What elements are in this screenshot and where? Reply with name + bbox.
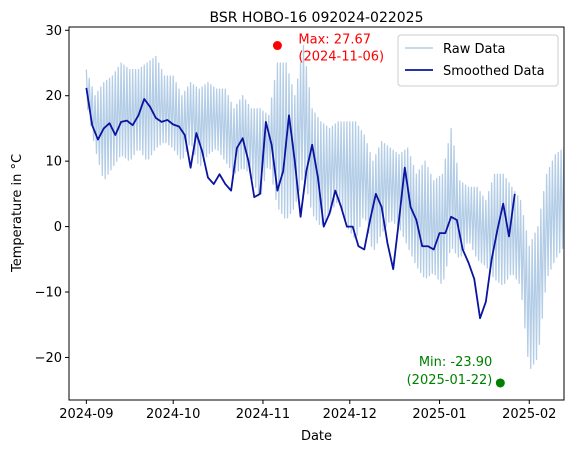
smoothed-data-line: [85, 87, 516, 320]
legend-label-smoothed: Smoothed Data: [443, 64, 545, 79]
plot-frame: [68, 26, 565, 401]
x-tick-label: 2024-09: [59, 407, 113, 422]
x-tick-label: 2025-02: [502, 407, 556, 422]
legend-box: [397, 34, 559, 87]
plot-layer: [85, 44, 564, 370]
chart-title: BSR HOBO-16 092024-022025: [210, 10, 424, 26]
y-tick-label: 30: [45, 24, 62, 39]
x-tick-label: 2024-12: [323, 407, 377, 422]
max-annotation-value: Max: 27.67: [298, 33, 371, 48]
y-tick-label: 10: [45, 155, 62, 170]
min-annotation-date: (2025-01-22): [407, 373, 493, 388]
y-tick-label: −10: [35, 286, 62, 301]
legend: Raw Data Smoothed Data: [397, 34, 559, 87]
raw-data-line: [85, 44, 564, 370]
max-point-marker: [272, 41, 282, 51]
y-tick-label: 20: [45, 89, 62, 104]
y-axis-label: Temperature in °C: [10, 154, 25, 273]
axis-layer: −20 −10 0 10 20 30 2024-09 2024-10 2024-11 2024-1…: [35, 24, 557, 422]
x-tick-label: 2025-01: [412, 407, 466, 422]
min-point-marker: [495, 378, 505, 388]
x-tick-label: 2024-10: [146, 407, 200, 422]
max-annotation-date: (2024-11-06): [298, 50, 384, 65]
x-tick-label: 2024-11: [236, 407, 290, 422]
max-annotation: Max: 27.67 (2024-11-06): [272, 33, 384, 65]
legend-label-raw: Raw Data: [443, 42, 506, 57]
y-tick-label: −20: [35, 351, 62, 366]
y-tick-label: 0: [54, 220, 62, 235]
x-axis-label: Date: [301, 429, 332, 444]
min-annotation: Min: -23.90 (2025-01-22): [407, 355, 505, 388]
min-annotation-value: Min: -23.90: [419, 355, 493, 370]
